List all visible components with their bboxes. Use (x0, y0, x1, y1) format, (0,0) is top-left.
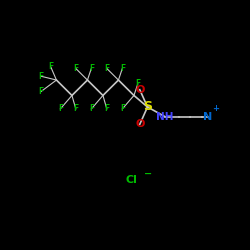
Text: F: F (48, 62, 53, 71)
Text: NH: NH (156, 112, 174, 122)
Text: F: F (120, 104, 125, 114)
Text: +: + (212, 104, 219, 114)
Text: F: F (73, 104, 78, 114)
Text: O: O (135, 85, 144, 95)
Text: F: F (58, 104, 63, 114)
Text: F: F (104, 64, 109, 73)
Text: F: F (104, 104, 109, 114)
Text: F: F (73, 64, 78, 73)
Text: N: N (203, 112, 212, 122)
Text: F: F (38, 72, 44, 81)
Text: S: S (143, 100, 152, 114)
Text: −: − (144, 168, 152, 178)
Text: F: F (89, 104, 94, 114)
Text: F: F (38, 87, 44, 96)
Text: F: F (89, 64, 94, 73)
Text: F: F (135, 80, 140, 88)
Text: Cl: Cl (126, 175, 138, 185)
Text: F: F (120, 64, 125, 73)
Text: O: O (135, 119, 144, 129)
